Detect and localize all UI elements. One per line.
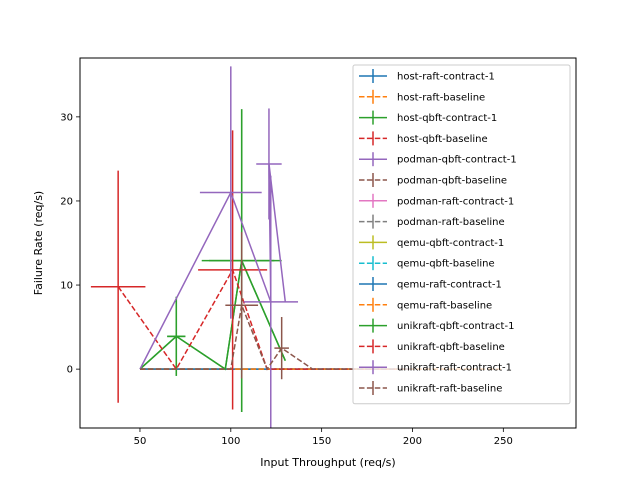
legend-item: unikraft-raft-baseline <box>359 381 502 395</box>
legend-frame <box>352 64 571 405</box>
legend-label: qemu-raft-contract-1 <box>397 280 502 291</box>
legend-label: podman-raft-baseline <box>397 217 505 228</box>
legend-label: host-raft-contract-1 <box>397 72 495 83</box>
legend-label: host-qbft-contract-1 <box>397 113 497 124</box>
legend-item: qemu-qbft-contract-1 <box>359 235 504 250</box>
legend-label: qemu-raft-baseline <box>397 300 492 311</box>
y-tick-label: 30 <box>60 112 73 123</box>
legend-label: host-raft-baseline <box>397 92 485 103</box>
legend-label: unikraft-qbft-contract-1 <box>397 321 514 332</box>
legend-label: podman-raft-contract-1 <box>397 196 514 207</box>
y-tick-label: 20 <box>60 196 73 207</box>
legend-label: unikraft-qbft-baseline <box>397 342 505 353</box>
legend-item: podman-raft-contract-1 <box>359 193 514 208</box>
legend-item: qemu-qbft-baseline <box>359 256 495 271</box>
legend-item: host-qbft-contract-1 <box>359 110 497 125</box>
series-unikraft-raft-baseline <box>140 232 413 380</box>
legend-label: podman-qbft-contract-1 <box>397 155 517 166</box>
legend-label: qemu-qbft-contract-1 <box>397 238 504 249</box>
x-tick-label: 200 <box>403 436 422 447</box>
x-tick-label: 150 <box>312 436 331 447</box>
y-axis-label: Failure Rate (req/s) <box>32 191 45 295</box>
legend-item: qemu-raft-contract-1 <box>359 277 502 291</box>
legend-item: podman-qbft-contract-1 <box>359 152 517 167</box>
legend-item: host-qbft-baseline <box>359 131 488 146</box>
legend-label: host-qbft-baseline <box>397 134 488 145</box>
legend-label: unikraft-raft-baseline <box>397 384 502 395</box>
legend-item: qemu-raft-baseline <box>359 297 492 312</box>
plot-frame <box>79 57 577 429</box>
y-tick-label: 0 <box>67 365 73 376</box>
x-tick-label: 50 <box>134 436 147 447</box>
x-axis-label: Input Throughput (req/s) <box>260 456 395 469</box>
legend-item: unikraft-qbft-contract-1 <box>359 318 514 333</box>
x-tick-label: 100 <box>221 436 240 447</box>
legend: host-raft-contract-1 host-raft-baseline ho… <box>352 64 571 405</box>
legend-item: host-raft-baseline <box>359 89 485 104</box>
legend-label: qemu-qbft-baseline <box>397 259 495 270</box>
legend-label: unikraft-raft-contract-1 <box>397 363 512 374</box>
legend-item: host-raft-contract-1 <box>359 69 495 83</box>
series-unikraft-raft-contract-1 <box>139 66 299 428</box>
legend-item: podman-qbft-baseline <box>359 173 507 187</box>
y-tick-label: 10 <box>60 281 73 292</box>
series-line <box>139 258 286 371</box>
legend-label: podman-qbft-baseline <box>397 176 507 187</box>
legend-item: podman-raft-baseline <box>359 214 505 229</box>
legend-item: unikraft-raft-contract-1 <box>359 360 512 375</box>
axis-ticks: 50 100 150 200 250 0 10 20 30 <box>60 112 513 447</box>
legend-item: unikraft-qbft-baseline <box>359 339 505 354</box>
x-tick-label: 250 <box>494 436 513 447</box>
series-line <box>140 302 413 371</box>
